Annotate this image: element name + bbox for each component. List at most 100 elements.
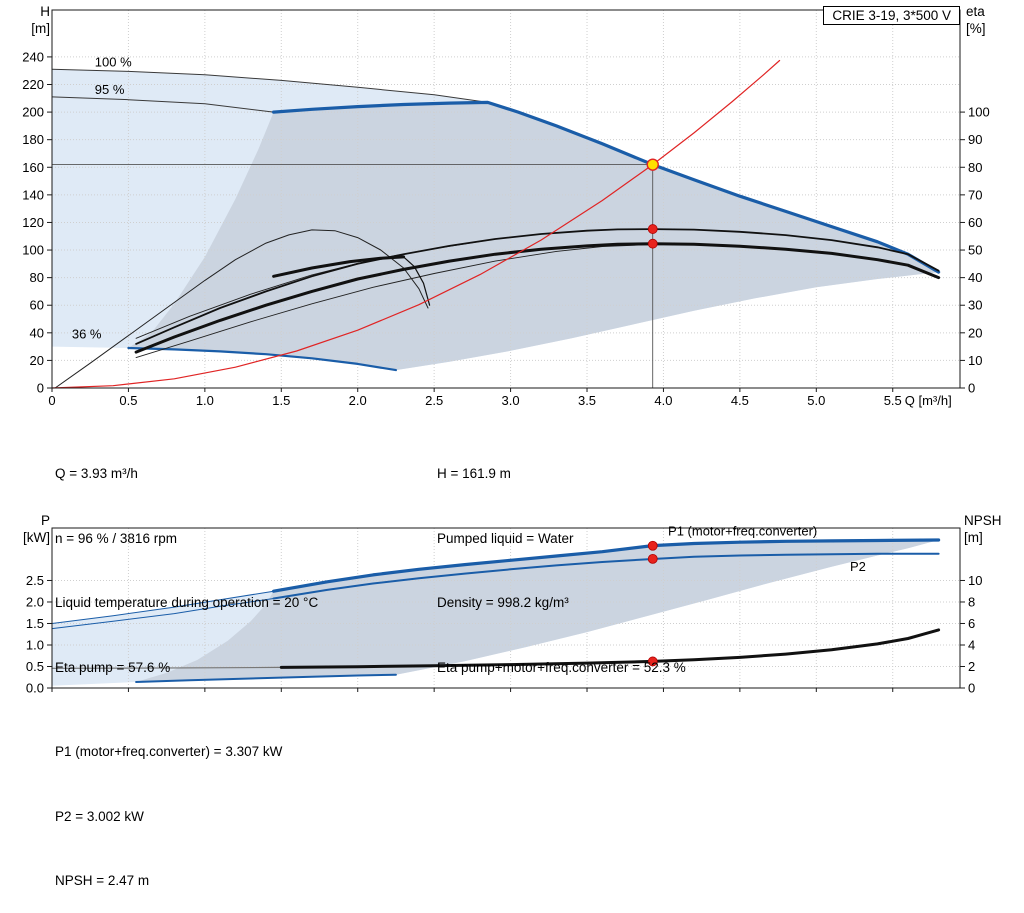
- info-pumped-liquid: Pumped liquid = Water: [437, 530, 574, 546]
- info-eta-total: Eta pump+motor+freq.converter = 52.3 %: [437, 659, 686, 675]
- power-info: P1 (motor+freq.converter) = 3.307 kW P2 …: [55, 698, 282, 913]
- info-liquid-temp: Liquid temperature during operation = 20…: [55, 595, 319, 610]
- p2-thin: [51, 598, 275, 630]
- p1-curve: [272, 538, 941, 593]
- curve-label: 100 %: [95, 55, 132, 70]
- x-tick-label: 2.5: [425, 393, 443, 408]
- y-right-tick-label: 8: [968, 594, 975, 609]
- npsh-curve: [279, 628, 941, 669]
- eta-total-curve: [134, 242, 941, 354]
- y-left-tick-label: 140: [22, 187, 44, 202]
- y-left-tick-label: 0: [37, 381, 44, 396]
- plot-frame: [51, 527, 961, 689]
- npsh-point: [647, 656, 658, 667]
- y-left-tick-label: 1.0: [26, 637, 44, 652]
- y-left-tick-label: 200: [22, 105, 44, 120]
- eta-reduced-speed-tail: [403, 256, 431, 306]
- head-efficiency-chart-container: 0 0.5 1.0 1.5 2.0 2.5 3.0 3.5 4.0 4.5 5.0 5.5 0 20 40 6…: [0, 0, 1024, 420]
- y-right-tick-label: 10: [968, 573, 982, 588]
- y-left-axis-title-bottom: P [kW]: [12, 512, 50, 546]
- duty-info-right: H = 161.9 m Pumped liquid = Water Densit…: [437, 420, 686, 700]
- y-left-tick-label: 20: [30, 353, 44, 368]
- x-tick-label: 0.5: [119, 393, 137, 408]
- power-region-dark: [136, 540, 939, 682]
- y-right-tick-label: 4: [968, 637, 975, 652]
- y-right-tick-label: 40: [968, 270, 982, 285]
- y-right-tick-label: 90: [968, 132, 982, 147]
- curve-label: 95 %: [95, 82, 125, 97]
- eta-pump-point: [647, 224, 658, 234]
- info-npsh: NPSH = 2.47 m: [55, 873, 150, 888]
- y-left-tick-label: 100: [22, 243, 44, 258]
- y-left-axis-title-top: H [m]: [22, 3, 50, 37]
- y-left-tick-label: 0.5: [26, 659, 44, 674]
- y-right-axis-title-top: eta [%]: [966, 3, 986, 37]
- p1-point: [647, 540, 658, 551]
- min-power-curve: [135, 673, 397, 683]
- y-left-tick-label: 2.0: [26, 594, 44, 609]
- y-right-tick-label: 30: [968, 298, 982, 313]
- y-left-tick-label: 220: [22, 77, 44, 92]
- p2-point: [647, 553, 658, 564]
- p-axis-symbol: P: [40, 513, 50, 528]
- eta-reduced-speed-segment: [272, 255, 406, 278]
- y-left-tick-label: 2.5: [26, 573, 44, 588]
- head-efficiency-chart: 0 0.5 1.0 1.5 2.0 2.5 3.0 3.5 4.0 4.5 5.0 5.5 0 20 40 6…: [22, 9, 990, 408]
- p-axis-unit: [kW]: [23, 530, 50, 545]
- x-axis-label: Q [m³/h]: [905, 393, 952, 408]
- y-right-tick-label: 2: [968, 659, 975, 674]
- y-right-axis-title-bottom: NPSH [m]: [964, 512, 1002, 546]
- h-axis-symbol: H: [40, 4, 50, 19]
- y-left-tick-label: 180: [22, 132, 44, 147]
- x-tick-label: 3.0: [502, 393, 520, 408]
- duty-point[interactable]: [646, 158, 659, 171]
- curve-95pct-thin: [51, 96, 275, 113]
- info-p1: P1 (motor+freq.converter) = 3.307 kW: [55, 744, 283, 759]
- npsh-axis-symbol: NPSH: [964, 513, 1002, 528]
- curve-label: P2: [850, 559, 866, 574]
- eta-pump-curve: [135, 228, 940, 345]
- y-right-tick-label: 0: [968, 681, 975, 696]
- y-right-tick-label: 50: [968, 243, 982, 258]
- eta-thin-b: [135, 244, 654, 359]
- p1-thin: [51, 590, 275, 624]
- h-axis-unit: [m]: [31, 21, 50, 36]
- y-left-tick-label: 160: [22, 160, 44, 175]
- power-npsh-chart: 0.0 0.5 1.0 1.5 2.0 2.5 0 2 4 6 8 10 P1 (motor+freq.…: [26, 523, 983, 696]
- y-right-tick-label: 70: [968, 187, 982, 202]
- x-tick-label: 2.0: [349, 393, 367, 408]
- min-speed-curve-36pct: [127, 346, 397, 372]
- info-p2: P2 = 3.002 kW: [55, 808, 144, 824]
- pump-model-box: CRIE 3-19, 3*500 V: [823, 6, 960, 25]
- info-h: H = 161.9 m: [437, 466, 511, 481]
- x-tick-label: 3.5: [578, 393, 596, 408]
- npsh-thin: [51, 666, 282, 669]
- speed-control-envelope: [128, 102, 939, 371]
- y-right-tick-label: 6: [968, 616, 975, 631]
- y-left-tick-label: 120: [22, 215, 44, 230]
- info-speed: n = 96 % / 3816 rpm: [55, 530, 177, 546]
- x-tick-label: 0: [48, 393, 55, 408]
- x-tick-label: 1.0: [196, 393, 214, 408]
- pump-curve-panel: { "pump_label": "CRIE 3-19, 3*500 V", "a…: [0, 0, 1024, 888]
- y-left-tick-label: 80: [30, 270, 44, 285]
- x-tick-label: 5.5: [884, 393, 902, 408]
- y-right-tick-label: 60: [968, 215, 982, 230]
- y-left-tick-label: 0.0: [26, 681, 44, 696]
- duty-info-left: Q = 3.93 m³/h n = 96 % / 3816 rpm Liquid…: [55, 420, 318, 700]
- y-right-tick-label: 0: [968, 381, 975, 396]
- max-speed-curve: [272, 100, 941, 274]
- info-q: Q = 3.93 m³/h: [55, 466, 138, 481]
- y-right-tick-label: 80: [968, 160, 982, 175]
- eta-axis-symbol: eta: [966, 4, 985, 19]
- x-tick-label: 4.5: [731, 393, 749, 408]
- power-npsh-chart-container: 0.0 0.5 1.0 1.5 2.0 2.5 0 2 4 6 8 10 P1 (motor+freq.…: [0, 518, 1024, 708]
- x-tick-label: 5.0: [807, 393, 825, 408]
- info-density: Density = 998.2 kg/m³: [437, 595, 569, 610]
- curve-100pct-thin: [51, 68, 489, 103]
- y-left-tick-label: 240: [22, 49, 44, 64]
- npsh-axis-unit: [m]: [964, 530, 983, 545]
- plot-frame: [51, 9, 961, 389]
- y-right-tick-label: 100: [968, 105, 990, 120]
- p2-curve: [272, 552, 940, 600]
